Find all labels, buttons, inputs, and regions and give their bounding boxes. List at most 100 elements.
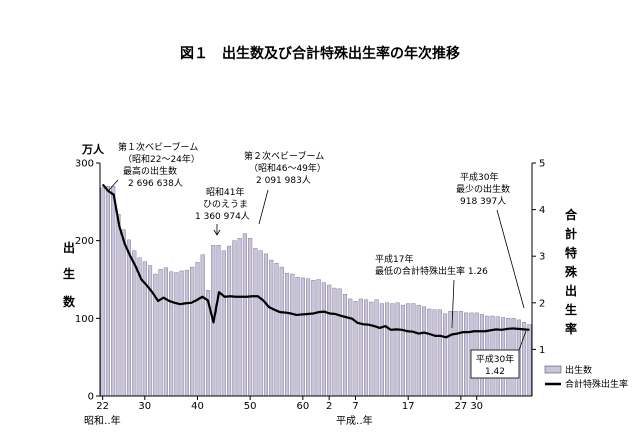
- tfr-line: [101, 183, 530, 339]
- births-bar: [248, 238, 253, 397]
- births-bar: [437, 309, 442, 397]
- y-left-tick-label: 0: [88, 392, 94, 403]
- annotation-h30-births: 平成30年 最少の出生数 918 397人: [456, 171, 525, 309]
- births-bar: [174, 272, 179, 397]
- x-tick-label: 50: [244, 401, 257, 412]
- annotation-arrow: [518, 330, 527, 351]
- births-bar: [379, 303, 384, 397]
- births-bar: [390, 303, 395, 397]
- y-left-label-char: 生: [63, 266, 75, 281]
- births-bar: [342, 294, 348, 397]
- y-right-tick-label: 1: [539, 345, 545, 356]
- annotation-boom2: 第２次ベビーブーム （昭和46～49年） 2 091 983人: [244, 150, 326, 225]
- births-bar: [221, 250, 226, 397]
- annotation-line: 第２次ベビーブーム: [244, 150, 324, 162]
- births-bar: [290, 273, 295, 397]
- births-bar: [421, 306, 427, 397]
- y-right-label-char: 合: [565, 207, 578, 222]
- births-bar: [158, 269, 163, 397]
- x-tick-label: 27: [455, 401, 468, 412]
- births-bar: [184, 269, 189, 397]
- births-bar: [258, 250, 263, 397]
- y-right-label-char: 出: [565, 283, 577, 298]
- annotation-line: 平成30年: [460, 171, 498, 183]
- births-bar: [200, 254, 205, 397]
- annotation-line: 1 360 974人: [195, 211, 250, 222]
- y-left-label-char: 数: [63, 294, 76, 309]
- y-right-tick-label: 5: [539, 159, 545, 170]
- births-bar: [169, 271, 174, 397]
- annotation-line: （昭和46～49年）: [249, 162, 326, 174]
- y-right-label-char: 率: [565, 321, 577, 336]
- annotation-line: 平成17年: [375, 253, 413, 265]
- x-tick-label: 17: [402, 401, 415, 412]
- y-right-label-char: 殊: [564, 264, 578, 279]
- births-bar: [385, 302, 390, 397]
- legend-swatch-births: [544, 365, 562, 374]
- annotation-arrow: [213, 224, 221, 236]
- births-bar: [284, 273, 290, 397]
- annotation-line: 最低の合計特殊出生率 1.26: [375, 265, 488, 277]
- y-left-tick-label: 200: [75, 236, 94, 247]
- births-bar: [132, 250, 137, 397]
- births-bar: [163, 267, 168, 397]
- legend: 出生数 合計特殊出生率: [544, 364, 628, 390]
- births-bar: [348, 298, 353, 397]
- births-bar: [411, 303, 416, 397]
- births-bar: [295, 276, 300, 397]
- y-right-tick-label: 2: [539, 298, 545, 309]
- y-left-label: 出 生 数: [63, 240, 76, 309]
- annotation-h17-tfr: 平成17年 最低の合計特殊出生率 1.26: [375, 253, 488, 329]
- y-right-label-char: 生: [565, 302, 577, 317]
- era-label-showa: 昭和‥年: [84, 414, 121, 427]
- births-bar: [274, 262, 279, 397]
- x-tick-label: 40: [191, 401, 204, 412]
- annotation-arrow: [496, 209, 525, 309]
- births-bar: [263, 253, 268, 397]
- axes: [99, 163, 533, 397]
- annotation-line: 918 397人: [460, 196, 506, 207]
- births-bar: [416, 304, 421, 397]
- y-right-label: 合 計 特 殊 出 生 率: [564, 207, 578, 336]
- annotation-line: 2 696 638人: [128, 178, 183, 189]
- births-bar: [126, 239, 132, 397]
- births-bar: [464, 312, 469, 397]
- births-bar: [448, 311, 453, 397]
- chart-title: 図１ 出生数及び合計特殊出生率の年次推移: [180, 45, 460, 62]
- annotation-arrow: [258, 189, 269, 225]
- annotation-line: 第１次ベビーブーム: [118, 141, 198, 153]
- births-bar: [179, 270, 184, 397]
- births-bar: [242, 233, 247, 397]
- births-bar: [153, 273, 158, 397]
- births-bar: [406, 303, 411, 397]
- annotation-h30-tfr: 平成30年 1.42: [470, 330, 527, 379]
- annotation-arrow: [451, 279, 455, 329]
- births-bar: [321, 282, 326, 397]
- annotation-line: 1.42: [485, 367, 505, 377]
- annotation-line: ひのえうま: [203, 199, 248, 210]
- births-bar: [279, 266, 284, 397]
- x-tick-label: 7: [352, 401, 358, 412]
- births-bar: [369, 301, 374, 397]
- births-bar: [227, 245, 232, 397]
- annotation-arrow: [108, 179, 119, 191]
- annotation-line: 平成30年: [476, 353, 514, 365]
- births-bar: [427, 308, 432, 397]
- births-bar: [353, 301, 358, 397]
- annotation-line: 最少の出生数: [456, 183, 510, 195]
- births-bar: [269, 259, 274, 397]
- x-tick-label: 2: [326, 401, 332, 412]
- births-bar: [147, 265, 153, 397]
- births-bar: [216, 245, 221, 397]
- annotation-box: [470, 349, 520, 379]
- births-bar: [253, 248, 258, 397]
- births-bar: [358, 298, 363, 397]
- annotation-line: 最高の出生数: [123, 165, 177, 177]
- births-bar: [400, 304, 405, 397]
- births-bar: [458, 311, 463, 397]
- births-bar: [395, 302, 400, 397]
- births-bar: [453, 311, 458, 397]
- x-tick-label: 22: [96, 401, 109, 412]
- y-left-label-char: 出: [63, 240, 75, 255]
